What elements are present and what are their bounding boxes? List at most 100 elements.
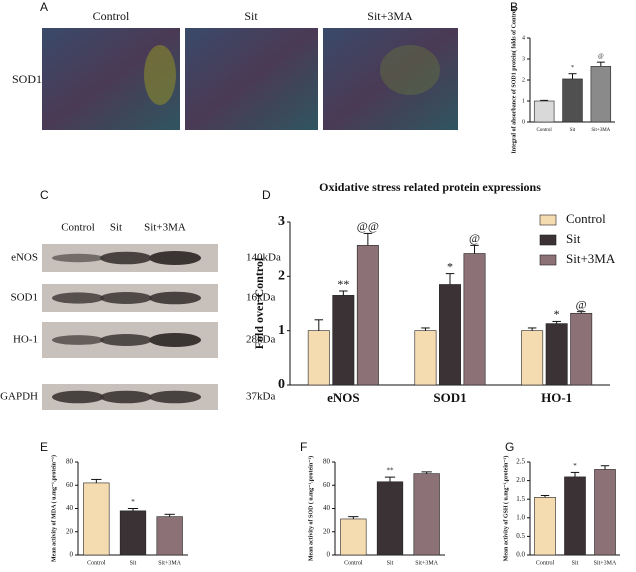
legend-swatch — [539, 234, 557, 246]
y-tick-label: 0.0 — [516, 551, 525, 559]
annotation: * — [131, 498, 135, 506]
band — [52, 335, 104, 345]
band — [100, 390, 152, 404]
bar — [562, 78, 583, 123]
band — [52, 390, 104, 404]
x-tick-label: Control — [87, 560, 106, 566]
x-tick-label: SOD1 — [433, 390, 466, 405]
y-tick-label: 60 — [66, 481, 74, 489]
size-label: 140kDa — [246, 252, 281, 264]
y-tick-label: 2 — [522, 77, 525, 83]
y-axis-label: Fold over Control — [252, 257, 266, 349]
y-tick-label: 0 — [278, 377, 285, 392]
y-axis-label: Mean activity of MDA ( u.mg⁻¹.protein⁻¹) — [50, 455, 57, 562]
y-tick-label: 0.5 — [516, 532, 525, 540]
panel-letter: E — [40, 440, 48, 454]
annotation: * — [571, 65, 574, 71]
row-label: GAPDH — [0, 391, 38, 403]
y-tick-label: 80 — [323, 458, 331, 466]
annotation: ** — [337, 277, 349, 291]
bar — [307, 330, 330, 386]
legend-label: Sit — [566, 231, 581, 246]
y-tick-label: 3 — [278, 214, 285, 229]
y-tick-label: 4 — [522, 35, 525, 41]
y-tick-label: 1.5 — [516, 495, 525, 503]
bar — [463, 253, 486, 386]
column-label: Control — [93, 9, 130, 23]
legend-label: Control — [566, 211, 606, 226]
micrograph — [185, 28, 318, 130]
chart-title: Oxidative stress related protein express… — [319, 180, 541, 194]
bar — [356, 245, 379, 386]
x-tick-label: Sit — [130, 560, 137, 566]
bar — [414, 330, 437, 386]
annotation: @@ — [357, 219, 379, 233]
y-tick-label: 40 — [66, 504, 74, 512]
x-tick-label: Sit+3MA — [594, 560, 617, 566]
micrographs — [42, 28, 458, 130]
stain — [380, 45, 440, 95]
legend-swatch — [539, 254, 557, 266]
bar — [533, 100, 555, 123]
band — [52, 292, 104, 304]
x-tick-label: Control — [536, 560, 555, 566]
panel-letter: F — [300, 440, 307, 454]
annotation: * — [554, 307, 560, 321]
annotation: * — [573, 462, 577, 470]
y-axis-label: Mean activity of GSH ( u.mg⁻¹.protein⁻¹) — [502, 456, 509, 562]
y-tick-label: 2.0 — [516, 476, 525, 484]
bar — [564, 476, 586, 556]
bar — [521, 330, 544, 386]
column-label: Sit+3MA — [144, 222, 186, 234]
bar — [590, 66, 612, 123]
band — [100, 251, 152, 265]
y-tick-label: 0 — [327, 551, 331, 559]
band — [149, 251, 201, 265]
annotation: @ — [469, 231, 480, 245]
band — [52, 253, 104, 263]
y-tick-label: 0 — [522, 119, 525, 125]
y-tick-label: 3 — [522, 56, 525, 62]
annotation: @ — [576, 297, 587, 311]
bar — [439, 284, 461, 386]
bar — [340, 518, 367, 556]
blots — [42, 244, 218, 410]
panel-letter: D — [262, 188, 271, 202]
bar — [545, 323, 568, 386]
y-tick-label: 1 — [522, 98, 525, 104]
micrograph — [323, 28, 458, 130]
bar — [119, 510, 147, 556]
bar — [83, 482, 110, 556]
y-tick-label: 2 — [278, 269, 285, 284]
bar — [570, 312, 593, 386]
band — [149, 390, 201, 404]
x-tick-label: Sit — [572, 560, 579, 566]
annotation: * — [447, 259, 453, 273]
x-tick-label: Sit+3MA — [415, 560, 438, 566]
y-axis-label: Integral of absorbance of SOD1 protein( … — [510, 6, 517, 153]
panel-letter: A — [40, 0, 48, 14]
x-tick-label: Control — [344, 560, 363, 566]
y-tick-label: 20 — [66, 527, 74, 535]
band — [100, 334, 152, 346]
size-label: 28kDa — [246, 334, 275, 346]
annotation: @ — [598, 54, 604, 60]
size-label: 37kDa — [246, 391, 275, 403]
row-label: SOD1 — [10, 292, 38, 304]
y-tick-label: 80 — [66, 458, 74, 466]
panel-letter: B — [510, 0, 518, 14]
panel-letter: G — [505, 440, 514, 454]
x-tick-label: Control — [537, 128, 553, 133]
y-tick-label: 0 — [70, 551, 74, 559]
y-tick-label: 60 — [323, 481, 331, 489]
x-tick-label: Sit — [387, 560, 394, 566]
column-label: Sit — [244, 9, 258, 23]
y-tick-label: 20 — [323, 527, 331, 535]
y-tick-label: 1.0 — [516, 513, 525, 521]
panel-letter: C — [40, 188, 49, 202]
y-tick-label: 2.5 — [516, 458, 525, 466]
y-tick-label: 1 — [278, 323, 285, 338]
bar — [332, 295, 355, 386]
row-label: HO-1 — [13, 334, 38, 346]
